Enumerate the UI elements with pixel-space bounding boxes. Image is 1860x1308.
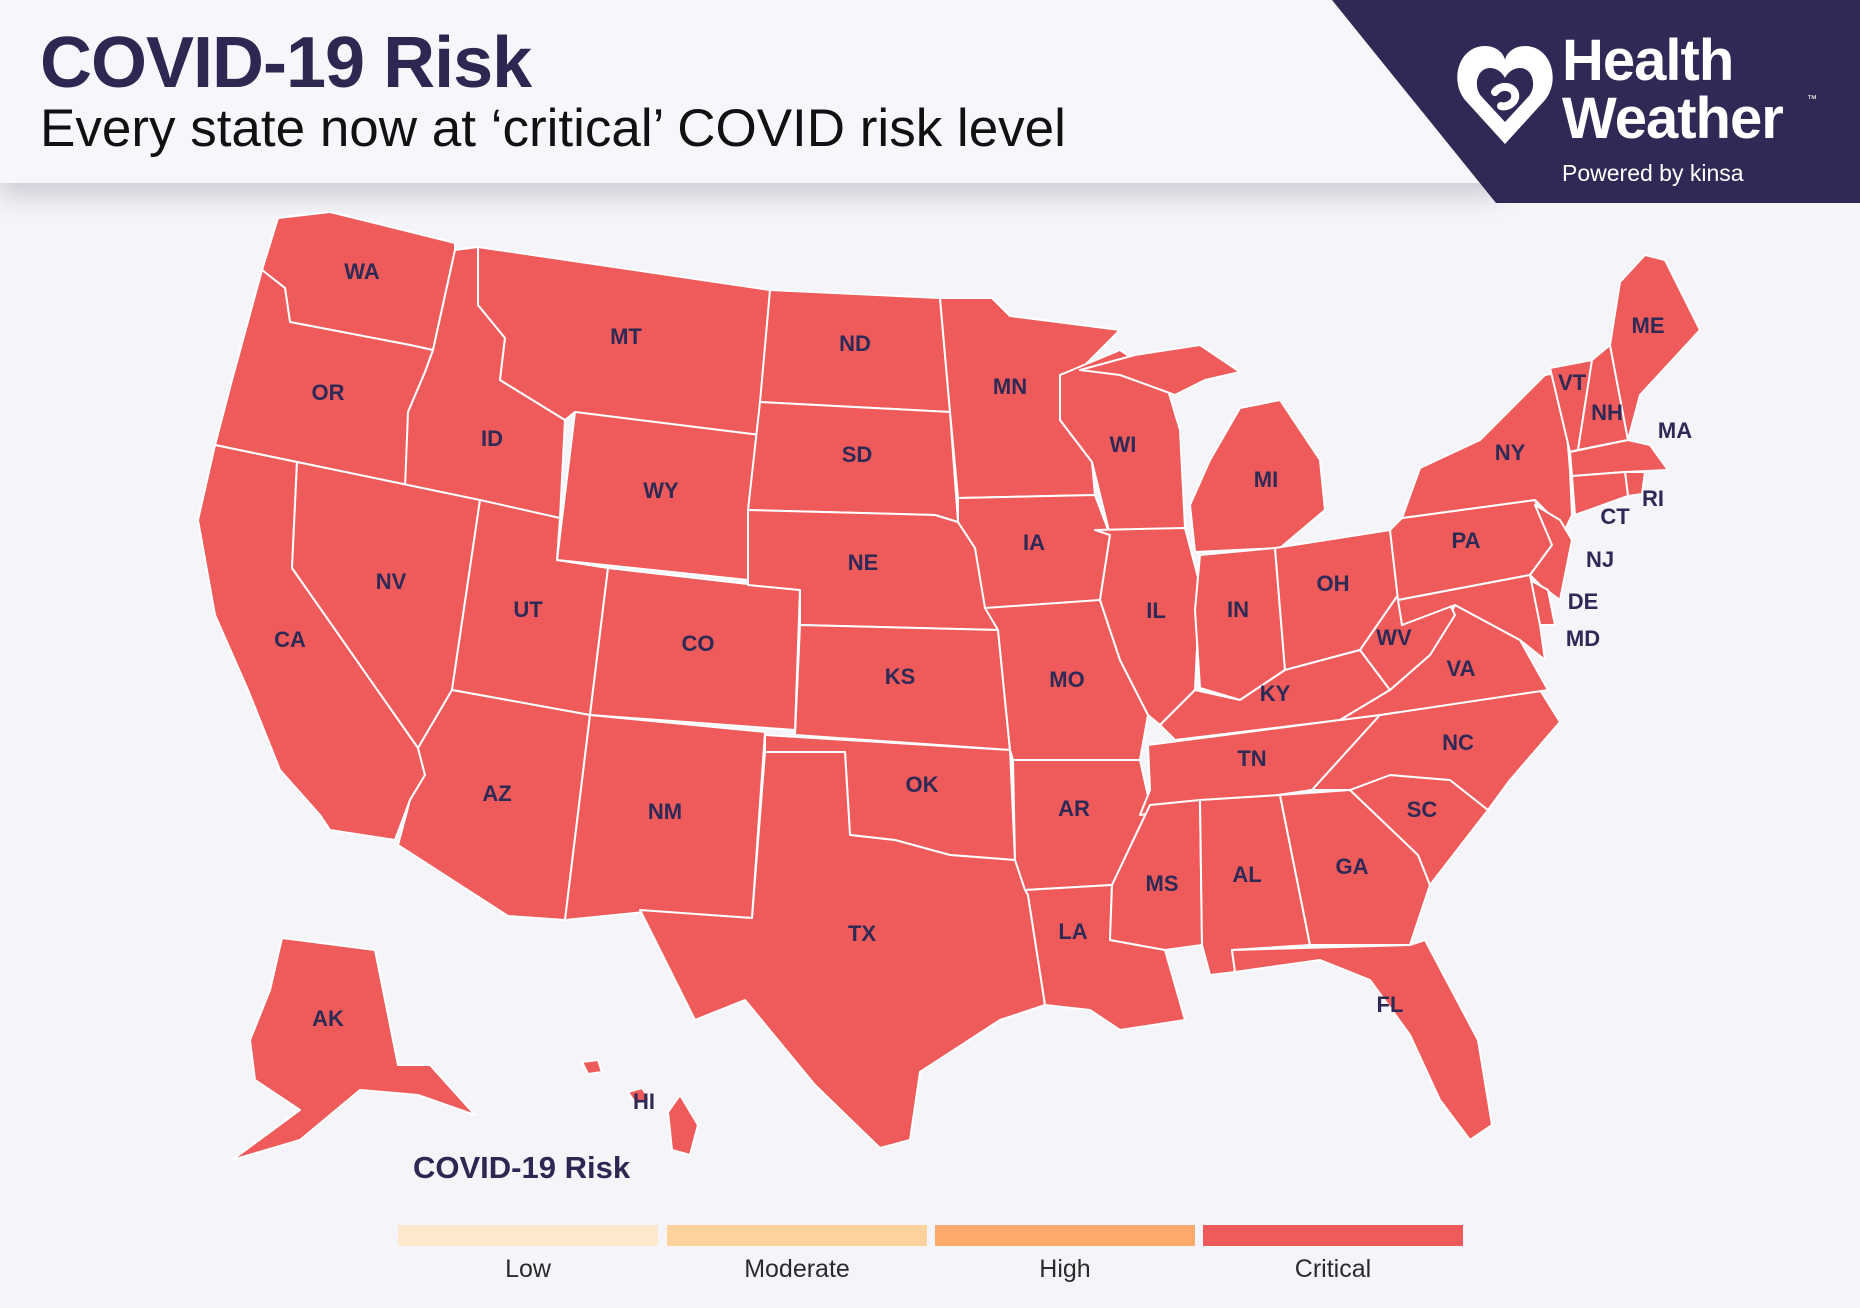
state-label-al: AL [1232,862,1261,887]
state-label-ak: AK [312,1006,344,1031]
state-label-ok: OK [906,772,939,797]
state-label-hi: HI [633,1089,655,1114]
state-label-ar: AR [1058,796,1090,821]
legend-label-critical: Critical [1294,1255,1372,1283]
state-shapes [197,211,1701,1161]
state-label-id: ID [481,426,503,451]
trademark-symbol: ™ [1807,94,1817,105]
state-label-tx: TX [848,921,876,946]
state-label-pa: PA [1452,528,1481,553]
state-label-wi: WI [1110,432,1137,457]
state-label-ma: MA [1658,418,1692,443]
state-label-ct: CT [1600,504,1630,529]
state-label-co: CO [682,631,715,656]
header-band [0,0,1500,183]
brand-tagline: Powered by kinsa [1562,160,1744,186]
state-label-va: VA [1447,656,1476,681]
state-label-in: IN [1227,597,1249,622]
state-ak [231,937,476,1161]
state-label-sd: SD [842,442,873,467]
state-label-de: DE [1568,589,1599,614]
state-label-tn: TN [1237,746,1266,771]
state-tx [639,751,1046,1149]
state-label-or: OR [312,380,345,405]
state-label-ut: UT [513,597,543,622]
state-hi [667,1094,699,1156]
legend-label-high: High [1039,1255,1091,1283]
state-in [1194,547,1286,701]
state-label-ky: KY [1260,681,1291,706]
state-label-nv: NV [376,569,407,594]
state-label-ny: NY [1495,440,1526,465]
health-weather-logo-icon [1457,46,1553,144]
state-label-az: AZ [482,781,511,806]
state-label-sc: SC [1407,797,1438,822]
state-hi-island2 [627,1087,651,1105]
legend-label-low: Low [505,1255,551,1283]
legend-swatch-moderate [667,1225,927,1246]
state-labels: WA OR CA ID NV MT WY UT AZ CO NM ND SD NE KS OK TX MN IA MO… [274,259,1692,1114]
state-label-vt: VT [1558,370,1587,395]
state-label-ia: IA [1023,530,1045,555]
state-label-nd: ND [839,331,871,356]
state-ny [1401,371,1573,531]
page-subtitle: Every state now at ‘critical’ COVID risk… [40,99,1066,158]
state-label-me: ME [1632,313,1665,338]
state-hi-island3 [581,1059,603,1075]
state-label-wy: WY [643,478,679,503]
legend-swatch-critical [1203,1225,1463,1246]
state-label-ks: KS [885,664,916,689]
state-label-wa: WA [344,259,380,284]
state-label-fl: FL [1377,992,1404,1017]
state-mi-upper [1079,344,1241,396]
state-label-ri: RI [1642,486,1664,511]
state-label-md: MD [1566,626,1600,651]
state-label-mi: MI [1254,467,1278,492]
brand-name-line1: Health [1562,28,1734,93]
state-label-la: LA [1058,919,1087,944]
state-me [1609,254,1701,441]
state-label-ga: GA [1336,854,1369,879]
legend-swatch-low [398,1225,658,1246]
state-label-wv: WV [1376,625,1412,650]
legend-title: COVID-19 Risk [413,1150,631,1185]
brand-name-line2: Weather [1562,86,1784,151]
legend-swatch-high [935,1225,1195,1246]
us-state-risk-map: WA OR CA ID NV MT WY UT AZ CO NM ND SD NE KS OK TX MN IA MO… [197,211,1701,1161]
state-label-ne: NE [848,550,879,575]
state-md [1397,574,1546,661]
state-label-mo: MO [1049,667,1084,692]
state-label-oh: OH [1317,571,1350,596]
page-title: COVID-19 Risk [40,23,532,103]
state-label-ms: MS [1146,871,1179,896]
brand-wordmark: Health Weather ™ Powered by kinsa [1562,28,1817,187]
state-ct [1571,471,1629,516]
state-label-ca: CA [274,627,306,652]
state-label-nh: NH [1591,400,1623,425]
state-fl [1231,939,1493,1141]
state-label-nm: NM [648,799,682,824]
state-il [1094,527,1201,726]
legend-label-moderate: Moderate [744,1255,850,1283]
state-label-nc: NC [1442,730,1474,755]
state-label-mt: MT [610,324,642,349]
state-label-il: IL [1146,598,1166,623]
state-nj [1529,504,1573,601]
state-label-mn: MN [993,374,1027,399]
state-label-nj: NJ [1586,547,1614,572]
